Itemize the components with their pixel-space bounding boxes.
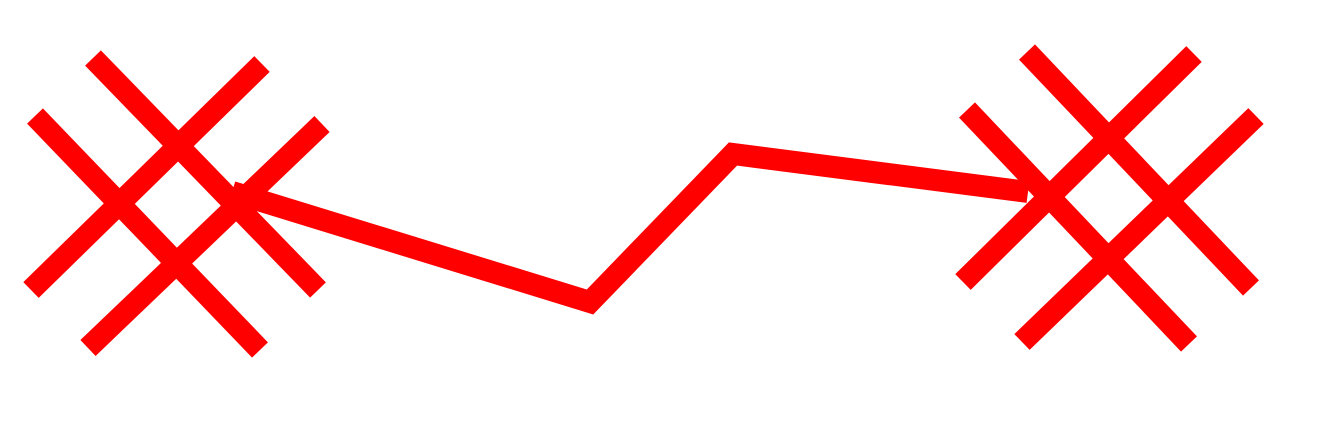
left-mark-stroke-1 [85, 50, 326, 298]
zigzag-connector [228, 142, 1030, 315]
left-mark-stroke-3 [23, 56, 270, 298]
right-cross-hatch-mark [955, 44, 1264, 352]
left-cross-hatch-mark [23, 50, 330, 358]
right-mark-stroke-2 [959, 102, 1197, 352]
right-mark-stroke-4 [1014, 108, 1264, 350]
left-mark-stroke-4 [80, 116, 330, 356]
right-mark-stroke-1 [1019, 44, 1259, 296]
left-mark-stroke-2 [27, 108, 268, 358]
right-mark-stroke-3 [955, 46, 1202, 290]
